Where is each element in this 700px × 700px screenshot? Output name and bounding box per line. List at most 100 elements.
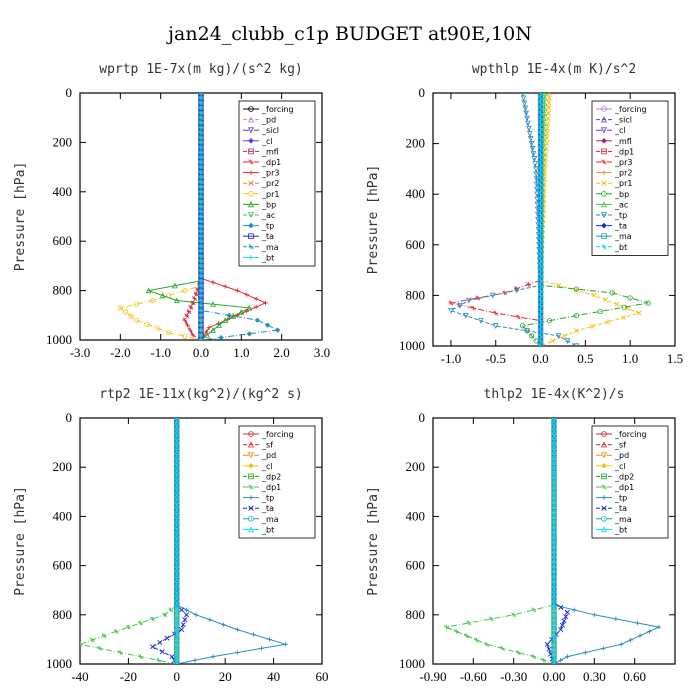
data-point-bt [538, 211, 544, 217]
data-point-bt [538, 313, 544, 319]
legend-label: _pd [261, 116, 276, 125]
legend-marker [601, 495, 607, 500]
legend: _forcing _sf_pd _cl_dp2 _dp1 _tp_ta _ma_bt [591, 425, 669, 539]
data-point-bt [538, 282, 544, 288]
data-point-bp [204, 331, 210, 338]
data-point-ac [541, 110, 548, 116]
data-point-bt [538, 100, 544, 106]
data-point-tp [526, 125, 532, 132]
legend-marker [601, 180, 607, 186]
data-point-pr1 [546, 105, 552, 111]
data-point-bt [198, 135, 204, 140]
legend-label: _cl [614, 126, 626, 135]
data-point-dp1 [515, 650, 521, 656]
data-point-pr1 [545, 115, 551, 121]
legend-marker [248, 170, 254, 175]
data-point-bt [198, 318, 204, 323]
data-point-tp [226, 312, 232, 318]
data-point-ta [180, 622, 186, 628]
data-point-tp [555, 333, 562, 339]
data-point-ta [150, 644, 156, 650]
data-point-bp [627, 295, 633, 301]
data-point-bt [198, 194, 204, 199]
data-point-dp1 [182, 317, 188, 323]
legend-marker [248, 473, 254, 480]
legend-box [238, 425, 316, 539]
data-point-dp1 [188, 304, 194, 310]
data-point-pr1 [546, 95, 552, 101]
legend-label: _cl [261, 137, 273, 146]
y-tick-label: 400 [53, 184, 73, 199]
data-point-dp1 [138, 654, 143, 660]
y-tick-label: 1000 [46, 656, 72, 671]
legend-label: _pr3 [614, 158, 632, 167]
legend-label: _ac [261, 211, 275, 220]
data-point-bp [609, 290, 615, 296]
legend-marker [248, 462, 254, 469]
legend-marker [247, 127, 255, 134]
data-point-bt [538, 267, 544, 273]
data-point-ta [558, 627, 564, 633]
series-line-dp1 [444, 418, 555, 664]
data-point-bp [546, 318, 553, 324]
data-point-tp [647, 629, 652, 634]
data-point-dp1 [443, 624, 449, 630]
x-tick-label: 20 [219, 669, 232, 684]
x-tick-label: -2.0 [110, 345, 131, 360]
legend-marker [247, 441, 255, 448]
data-point-dp1 [138, 620, 143, 626]
data-point-tp [528, 141, 535, 147]
data-point-pr3 [223, 284, 228, 289]
data-point-dp1 [186, 309, 192, 315]
data-point-bt [198, 120, 204, 125]
series-group [443, 418, 662, 664]
x-tick-label: 1.5 [667, 351, 683, 366]
data-point-tp [235, 650, 240, 655]
data-point-bt [538, 156, 544, 162]
legend-marker [601, 515, 607, 522]
y-tick-label: 400 [53, 508, 73, 523]
legend-label: _mfl [614, 137, 632, 146]
panel-title: wprtp 1E-7x(m kg)/(s^2 kg) [99, 62, 303, 77]
data-point-dp1 [117, 650, 123, 656]
panel-title: wpthlp 1E-4x(m K)/s^2 [472, 62, 636, 77]
data-point-bt [198, 179, 204, 185]
legend-label: _ma [261, 243, 279, 252]
legend-label: _forcing [261, 105, 294, 114]
chart-panel-2: wpthlp 1E-4x(m K)/s^2 Pressure [hPa] 0 200 4… [366, 62, 683, 366]
legend-marker [601, 222, 607, 229]
data-point-bt [538, 303, 544, 309]
legend-marker [601, 484, 607, 490]
y-axis-label: Pressure [hPa] [13, 162, 28, 272]
x-tick-label: 3.0 [314, 345, 330, 360]
y-tick-label: 800 [406, 607, 426, 622]
legend-marker [601, 462, 607, 469]
data-point-dp1 [531, 607, 537, 613]
data-point-pr3 [263, 300, 268, 306]
figure-title: jan24_clubb_c1p BUDGET at90E,10N [166, 23, 532, 45]
data-point-pr3 [470, 305, 476, 311]
data-point-pr1 [545, 110, 551, 116]
data-point-dp1 [80, 642, 83, 647]
x-tick-label: 0.0 [193, 345, 209, 360]
data-point-tp [531, 156, 538, 162]
legend-marker [248, 495, 254, 500]
data-point-bt [198, 209, 204, 214]
data-point-pr1 [561, 333, 567, 339]
data-point-ac [542, 94, 548, 101]
legend-label: _dp2 [261, 472, 281, 481]
legend-label: _ta [614, 504, 627, 513]
data-point-bt [538, 110, 544, 116]
data-point-tp [489, 292, 496, 299]
data-point-bt [198, 293, 204, 298]
legend-marker [601, 159, 607, 165]
legend-marker [247, 201, 255, 208]
data-point-bt [538, 252, 544, 258]
legend-marker [600, 127, 608, 134]
data-point-ta [544, 641, 550, 647]
data-point-bt [538, 232, 544, 238]
data-point-dp1 [190, 332, 196, 338]
data-point-bt [198, 313, 204, 318]
data-point-ta [183, 612, 189, 618]
panels: wprtp 1E-7x(m kg)/(s^2 kg) Pressure [hPa]… [13, 62, 683, 684]
